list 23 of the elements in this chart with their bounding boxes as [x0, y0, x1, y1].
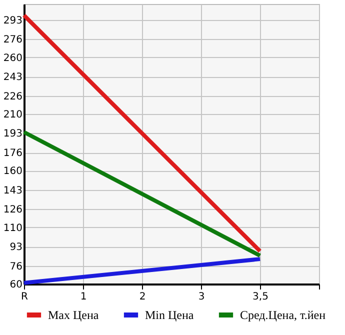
y-tick-label: 176 [3, 148, 22, 159]
x-tick-label: 3 [198, 292, 205, 302]
x-tick-label: R [21, 292, 28, 302]
y-tick-label: 210 [3, 109, 22, 120]
y-tick-label: 276 [3, 34, 22, 46]
y-tick-label: 226 [3, 91, 22, 102]
y-tick-label: 260 [3, 52, 22, 64]
x-tick-label: 1 [80, 292, 87, 302]
y-tick-label: 93 [10, 242, 22, 254]
x-tick-label: 2 [139, 292, 146, 302]
y-tick-label: 60 [10, 280, 22, 290]
legend-label: Min Цена [145, 308, 194, 322]
legend-label: Сред.Цена, т.йен [240, 308, 326, 322]
legend-label: Max Цена [48, 308, 100, 322]
y-tick-label: 126 [3, 204, 22, 216]
y-tick-label: 193 [3, 128, 22, 140]
y-tick-label: 293 [3, 15, 22, 26]
y-tick-label: 160 [3, 166, 22, 178]
y-tick-label: 143 [3, 185, 22, 196]
y-tick-label: 110 [3, 222, 22, 234]
y-tick-label: 243 [3, 72, 22, 84]
y-tick-label: 76 [10, 261, 22, 272]
x-tick-label: 3,5 [252, 292, 268, 302]
